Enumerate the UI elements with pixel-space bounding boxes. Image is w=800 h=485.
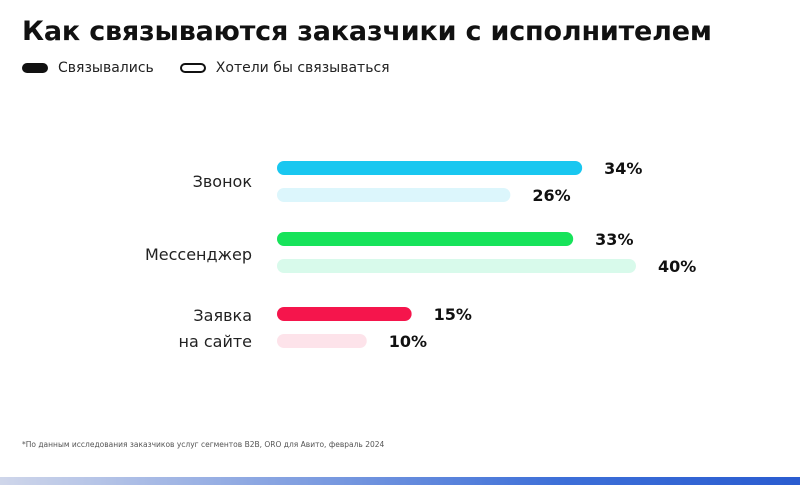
value-label: 33% [595,230,633,249]
value-label: 34% [604,159,642,178]
legend-item-contacted: Связывались [22,60,154,76]
chart-title: Как связываются заказчики с исполнителем [22,16,712,47]
legend-swatch-outline [179,63,206,73]
value-label: 15% [434,305,472,324]
category-label: на сайте [178,332,252,351]
category-label: Мессенджер [145,245,252,264]
bar-want [277,188,511,202]
category-label: Заявка [193,306,252,325]
bar-contacted [277,307,412,321]
legend-item-want: Хотели бы связываться [179,60,390,76]
value-label: 26% [532,186,570,205]
footnote: *По данным исследования заказчиков услуг… [22,440,385,449]
chart-legend: Связывались Хотели бы связываться [22,58,416,78]
legend-swatch-filled [22,63,48,73]
bar-want [277,259,636,273]
value-label: 10% [389,332,427,351]
bottom-accent-strip [0,477,800,485]
legend-label-want: Хотели бы связываться [215,60,390,76]
category-label: Звонок [193,172,253,191]
legend-label-contacted: Связывались [58,60,154,76]
value-label: 40% [658,257,696,276]
bar-contacted [277,161,583,175]
bar-want [277,334,367,348]
bar-contacted [277,232,574,246]
